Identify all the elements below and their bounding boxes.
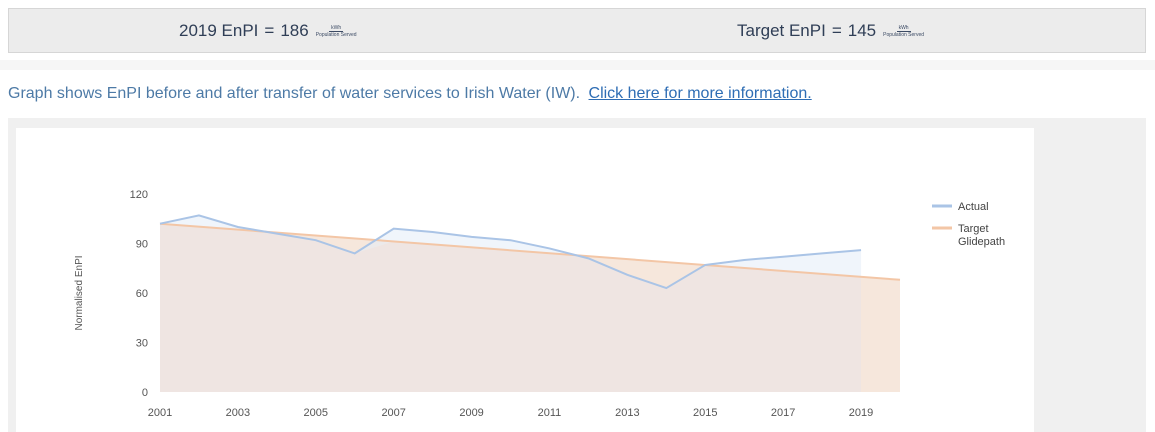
- x-tick-label: 2003: [226, 407, 250, 419]
- y-tick-label: 30: [136, 338, 148, 350]
- unit-numerator: kWh: [896, 24, 911, 32]
- caption-text: Graph shows EnPI before and after transf…: [8, 85, 581, 102]
- current-enpi-unit: kWh Population Served: [314, 25, 359, 38]
- x-tick-label: 2011: [538, 407, 562, 419]
- kpi-bar: 2019 EnPI = 186 kWh Population Served Ta…: [8, 8, 1146, 53]
- x-tick-label: 2005: [304, 407, 328, 419]
- x-tick-label: 2017: [771, 407, 795, 419]
- graph-caption: Graph shows EnPI before and after transf…: [8, 85, 812, 103]
- y-tick-label: 60: [136, 288, 148, 300]
- x-tick-label: 2013: [615, 407, 639, 419]
- section-divider: [0, 60, 1155, 70]
- unit-numerator: kWh: [329, 24, 344, 32]
- x-tick-label: 2015: [693, 407, 717, 419]
- current-enpi-label: 2019 EnPI: [179, 21, 259, 40]
- overlap-area: [160, 223, 862, 392]
- y-tick-label: 0: [142, 387, 148, 399]
- unit-denominator: Population Served: [883, 31, 925, 38]
- equals-sign: =: [831, 21, 842, 40]
- legend-label: Actual: [958, 201, 989, 213]
- x-tick-label: 2009: [459, 407, 483, 419]
- equals-sign: =: [264, 21, 275, 40]
- unit-denominator: Population Served: [315, 31, 357, 38]
- y-tick-label: 90: [136, 239, 148, 251]
- target-enpi-unit: kWh Population Served: [881, 25, 926, 38]
- more-info-link[interactable]: Click here for more information.: [588, 85, 812, 102]
- actual-line: [159, 214, 862, 290]
- legend-label: Target: [958, 223, 989, 235]
- current-enpi-value: 186: [280, 21, 309, 40]
- x-tick-label: 2019: [849, 407, 873, 419]
- x-tick-label: 2001: [148, 407, 172, 419]
- target-enpi-value: 145: [847, 21, 877, 40]
- target-enpi: Target EnPI = 145 kWh Population Served: [737, 21, 926, 41]
- current-enpi: 2019 EnPI = 186 kWh Population Served: [179, 21, 359, 41]
- x-tick-label: 2007: [381, 407, 405, 419]
- y-tick-label: 120: [130, 189, 148, 201]
- target-enpi-label: Target EnPI: [737, 21, 826, 40]
- legend-label: Glidepath: [958, 236, 1005, 248]
- y-axis-label: Normalised EnPI: [74, 255, 85, 330]
- target-glidepath-line: [159, 222, 901, 281]
